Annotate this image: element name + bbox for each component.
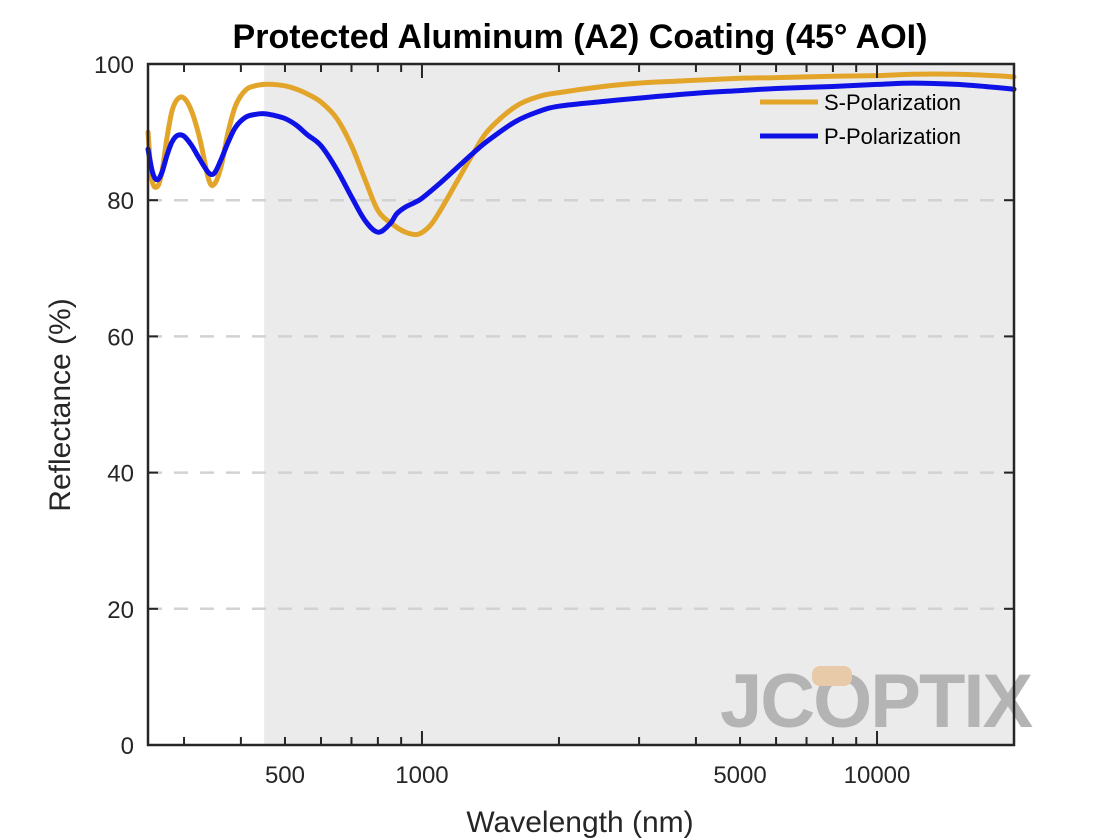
chart-title: Protected Aluminum (A2) Coating (45° AOI… xyxy=(233,18,928,56)
legend: S-Polarization P-Polarization xyxy=(760,90,961,149)
watermark-accent-shape xyxy=(812,666,852,686)
plot-frame xyxy=(146,62,1016,747)
x-axis-label: Wavelength (nm) xyxy=(466,806,693,839)
y-tick-label-100: 100 xyxy=(94,52,134,79)
x-tick-label-10000: 10000 xyxy=(844,762,911,789)
plot-area xyxy=(264,64,1014,745)
y-tick-label-80: 80 xyxy=(107,188,134,215)
x-tick-label-500: 500 xyxy=(265,762,305,789)
series-line-s-polarization xyxy=(145,71,1017,238)
x-tick-label-1000: 1000 xyxy=(395,762,448,789)
series-line-p-polarization xyxy=(145,80,1017,235)
x-tick-label-5000: 5000 xyxy=(713,762,766,789)
legend-label-s-polarization: S-Polarization xyxy=(824,90,961,115)
tick-marks xyxy=(148,63,1015,746)
y-tick-labels: 0 20 40 60 80 100 xyxy=(94,52,134,760)
watermark-logo: JCOPTIX xyxy=(720,659,1035,744)
y-tick-label-20: 20 xyxy=(107,597,134,624)
y-tick-label-40: 40 xyxy=(107,461,134,488)
legend-label-p-polarization: P-Polarization xyxy=(824,124,961,149)
y-tick-label-60: 60 xyxy=(107,324,134,351)
y-tick-label-0: 0 xyxy=(121,733,134,760)
shaded-region xyxy=(264,64,1014,745)
axes-frame xyxy=(146,62,1016,747)
watermark-text: JCOPTIX xyxy=(720,659,1033,744)
series-lines xyxy=(145,71,1017,238)
y-axis-label: Reflectance (%) xyxy=(44,298,77,511)
x-tick-labels: 500 1000 5000 10000 xyxy=(265,762,910,789)
